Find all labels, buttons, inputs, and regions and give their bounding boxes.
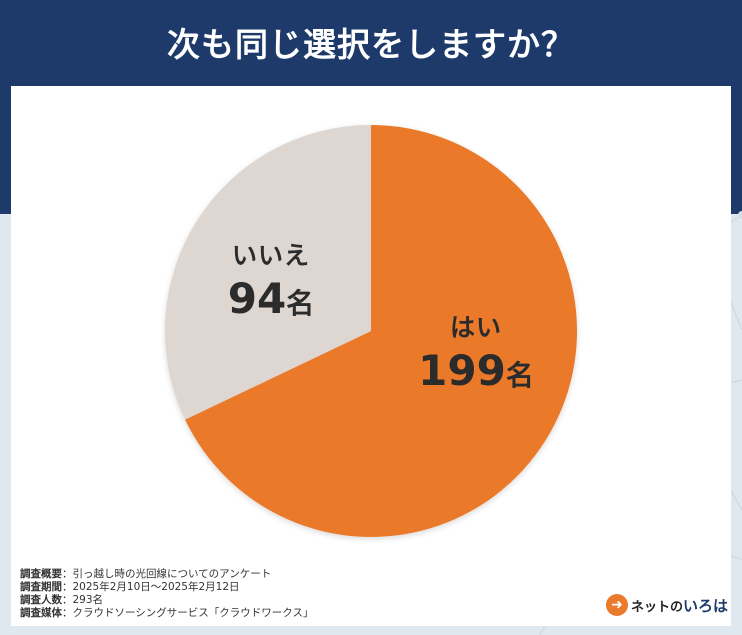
- brand-main: いろは: [683, 596, 729, 615]
- slice-unit-no: 名: [286, 287, 315, 320]
- survey-value: ：引っ越し時の光回線についてのアンケート: [62, 568, 272, 580]
- survey-value: ：クラウドソーシングサービス「クラウドワークス」: [62, 607, 314, 619]
- survey-notes: 調査概要：引っ越し時の光回線についてのアンケート 調査期間：2025年2月10日…: [20, 568, 313, 620]
- slice-value-yes: 199: [418, 346, 506, 395]
- pie-slice-no: [165, 125, 371, 420]
- slice-category-yes: はい: [449, 313, 502, 342]
- slice-category-no: いいえ: [231, 241, 310, 270]
- pie-chart: [165, 125, 578, 537]
- header-bar: [0, 0, 742, 86]
- pie-slice-yes: [185, 125, 578, 537]
- survey-row: 調査人数：293名: [20, 594, 313, 607]
- survey-row: 調査期間：2025年2月10日～2025年2月12日: [20, 581, 313, 594]
- survey-key: 調査人数: [20, 594, 62, 606]
- survey-row: 調査媒体：クラウドソーシングサービス「クラウドワークス」: [20, 607, 313, 620]
- brand-prefix: ネットの: [631, 599, 684, 615]
- chart-card: はい 199名 いいえ 94名: [11, 86, 731, 626]
- survey-row: 調査概要：引っ越し時の光回線についてのアンケート: [20, 568, 313, 581]
- arrow-right-icon: ➜: [606, 594, 628, 616]
- survey-key: 調査概要: [20, 568, 62, 580]
- slice-unit-yes: 名: [505, 359, 534, 392]
- slice-label-yes: はい 199名: [406, 308, 546, 394]
- survey-key: 調査媒体: [20, 607, 62, 619]
- brand-logo: ➜ ネットのいろは: [606, 592, 728, 618]
- survey-value: ：2025年2月10日～2025年2月12日: [62, 581, 240, 593]
- survey-key: 調査期間: [20, 581, 62, 593]
- slice-value-no: 94: [227, 274, 287, 323]
- slice-label-no: いいえ 94名: [211, 236, 331, 322]
- page-title: 次も同じ選択をしますか？: [167, 25, 575, 64]
- brand-name: ネットのいろは: [631, 595, 728, 616]
- survey-value: ：293名: [62, 594, 104, 606]
